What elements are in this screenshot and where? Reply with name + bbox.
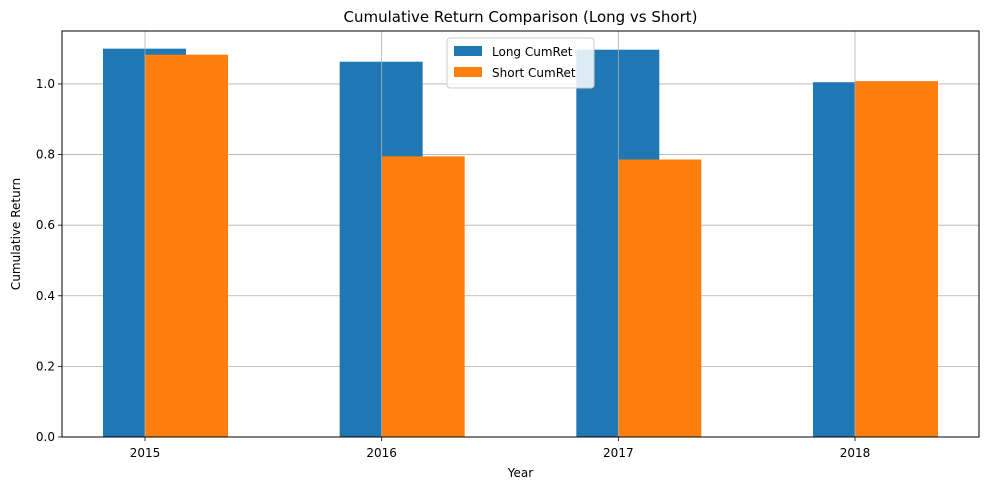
- bars: [103, 48, 938, 438]
- legend-swatch: [454, 67, 482, 77]
- legend-box: [446, 37, 595, 89]
- bar-short: [855, 81, 938, 437]
- y-tick-label: 0.4: [36, 289, 55, 303]
- vertical-grid-lines: [144, 31, 856, 437]
- x-tick-label: 2017: [603, 446, 634, 460]
- legend: Long CumRet Short CumRet: [446, 37, 595, 89]
- y-tick-label: 0.8: [36, 148, 55, 162]
- legend-label: Long CumRet: [492, 45, 573, 59]
- x-tick-label: 2018: [840, 446, 871, 460]
- y-tick-label: 0.2: [36, 359, 55, 373]
- y-axis-ticks: 0.0 0.2 0.4 0.6 0.8 1.0: [36, 77, 62, 444]
- x-axis-ticks: 2015 2016 2017 2018: [130, 437, 871, 460]
- legend-swatch: [454, 46, 482, 56]
- x-tick-label: 2016: [366, 446, 397, 460]
- bar-short: [618, 159, 702, 438]
- y-tick-label: 0.0: [36, 430, 55, 444]
- plot-frame: [61, 30, 980, 438]
- y-axis-label: Cumulative Return: [9, 178, 23, 290]
- legend-label: Short CumRet: [492, 66, 576, 80]
- y-tick-label: 0.6: [36, 218, 55, 232]
- x-axis-label: Year: [507, 466, 533, 480]
- x-tick-label: 2015: [130, 446, 161, 460]
- y-tick-label: 1.0: [36, 77, 55, 91]
- bar-short: [381, 156, 465, 437]
- chart-title: Cumulative Return Comparison (Long vs Sh…: [344, 8, 698, 26]
- bar-short: [145, 54, 228, 438]
